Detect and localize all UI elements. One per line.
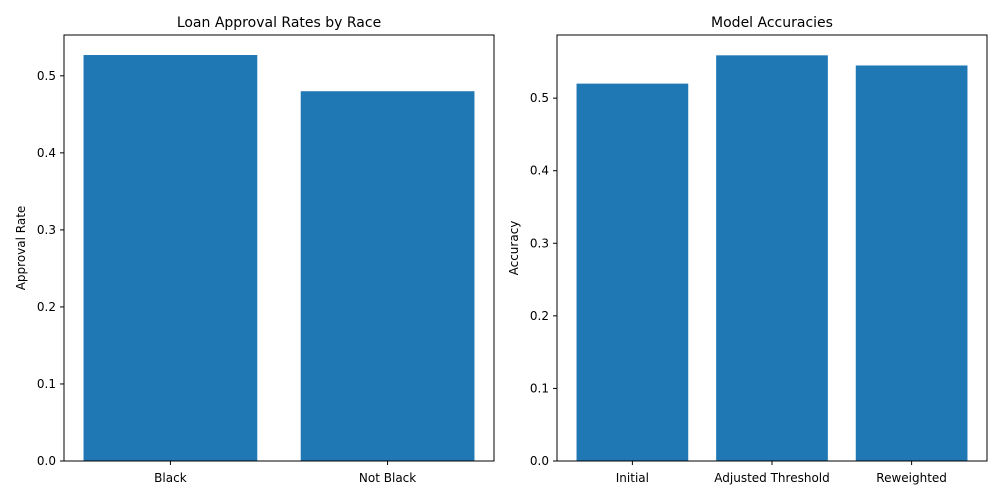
- bar-adjusted-threshold: [716, 55, 828, 461]
- y-tick-label: 0.3: [530, 236, 549, 250]
- chart-title: Loan Approval Rates by Race: [177, 15, 381, 31]
- x-tick-label: Reweighted: [876, 471, 947, 485]
- x-tick-label: Not Black: [359, 471, 416, 485]
- y-axis-label: Accuracy: [507, 221, 521, 276]
- y-tick-label: 0.0: [37, 454, 56, 468]
- model-accuracy-chart: Model Accuracies Accuracy 0.00.10.20.30.…: [507, 15, 988, 485]
- y-tick-label: 0.5: [37, 69, 56, 83]
- plot-frame: [63, 34, 495, 462]
- y-tick-label: 0.5: [530, 91, 549, 105]
- bar-black: [83, 55, 258, 462]
- y-ticks: 0.0 0.1 0.2 0.3 0.4 0.5: [530, 91, 557, 468]
- y-axis-label: Approval Rate: [14, 206, 28, 291]
- x-tick-label: Initial: [616, 471, 649, 485]
- x-tick-label: Adjusted Threshold: [714, 471, 829, 485]
- x-tick-label: Black: [154, 471, 187, 485]
- bar-group: [576, 55, 968, 462]
- y-tick-label: 0.2: [530, 309, 549, 323]
- bar-not-black: [300, 91, 475, 462]
- bar-group: [83, 55, 475, 462]
- y-tick-label: 0.2: [37, 300, 56, 314]
- approval-rate-chart: Loan Approval Rates by Race Approval Rat…: [14, 15, 495, 485]
- x-ticks: Initial Adjusted Threshold Reweighted: [616, 461, 947, 485]
- y-ticks: 0.0 0.1 0.2 0.3 0.4 0.5: [37, 69, 64, 468]
- y-tick-label: 0.0: [530, 454, 549, 468]
- y-tick-label: 0.4: [37, 146, 56, 160]
- bar-initial: [576, 83, 689, 462]
- y-tick-label: 0.3: [37, 223, 56, 237]
- y-tick-label: 0.4: [530, 164, 549, 178]
- plot-frame: [556, 34, 988, 462]
- y-tick-label: 0.1: [530, 381, 549, 395]
- bar-reweighted: [855, 65, 968, 461]
- y-tick-label: 0.1: [37, 377, 56, 391]
- chart-title: Model Accuracies: [711, 15, 833, 31]
- x-ticks: Black Not Black: [154, 461, 416, 485]
